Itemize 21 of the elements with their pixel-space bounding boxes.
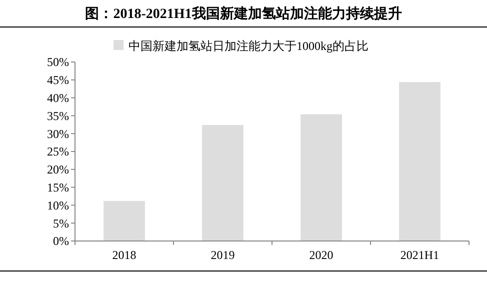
y-tick-label: 30% xyxy=(47,126,69,141)
bar xyxy=(399,82,440,241)
y-tick-label: 25% xyxy=(47,144,69,159)
y-tick-label: 15% xyxy=(47,180,69,194)
x-tick-label: 2018 xyxy=(112,248,136,262)
y-tick-label: 10% xyxy=(47,198,69,212)
x-tick-label: 2021H1 xyxy=(400,248,440,262)
y-tick-label: 20% xyxy=(47,162,69,177)
legend-label: 中国新建加氢站日加注能力大于1000kg的占比 xyxy=(128,39,368,54)
x-tick-label: 2019 xyxy=(210,248,235,262)
bar xyxy=(104,200,145,241)
bar xyxy=(300,114,342,241)
y-tick-label: 50% xyxy=(47,55,69,70)
y-tick-label: 45% xyxy=(47,73,69,88)
y-tick-label: 40% xyxy=(47,91,69,105)
bar xyxy=(202,125,244,241)
x-tick-label: 2020 xyxy=(309,248,334,262)
y-tick-label: 5% xyxy=(53,216,69,230)
chart-title: 图：2018-2021H1我国新建加氢站加注能力持续提升 xyxy=(85,5,402,22)
y-tick-label: 0% xyxy=(53,234,69,248)
y-tick-label: 35% xyxy=(47,108,69,123)
